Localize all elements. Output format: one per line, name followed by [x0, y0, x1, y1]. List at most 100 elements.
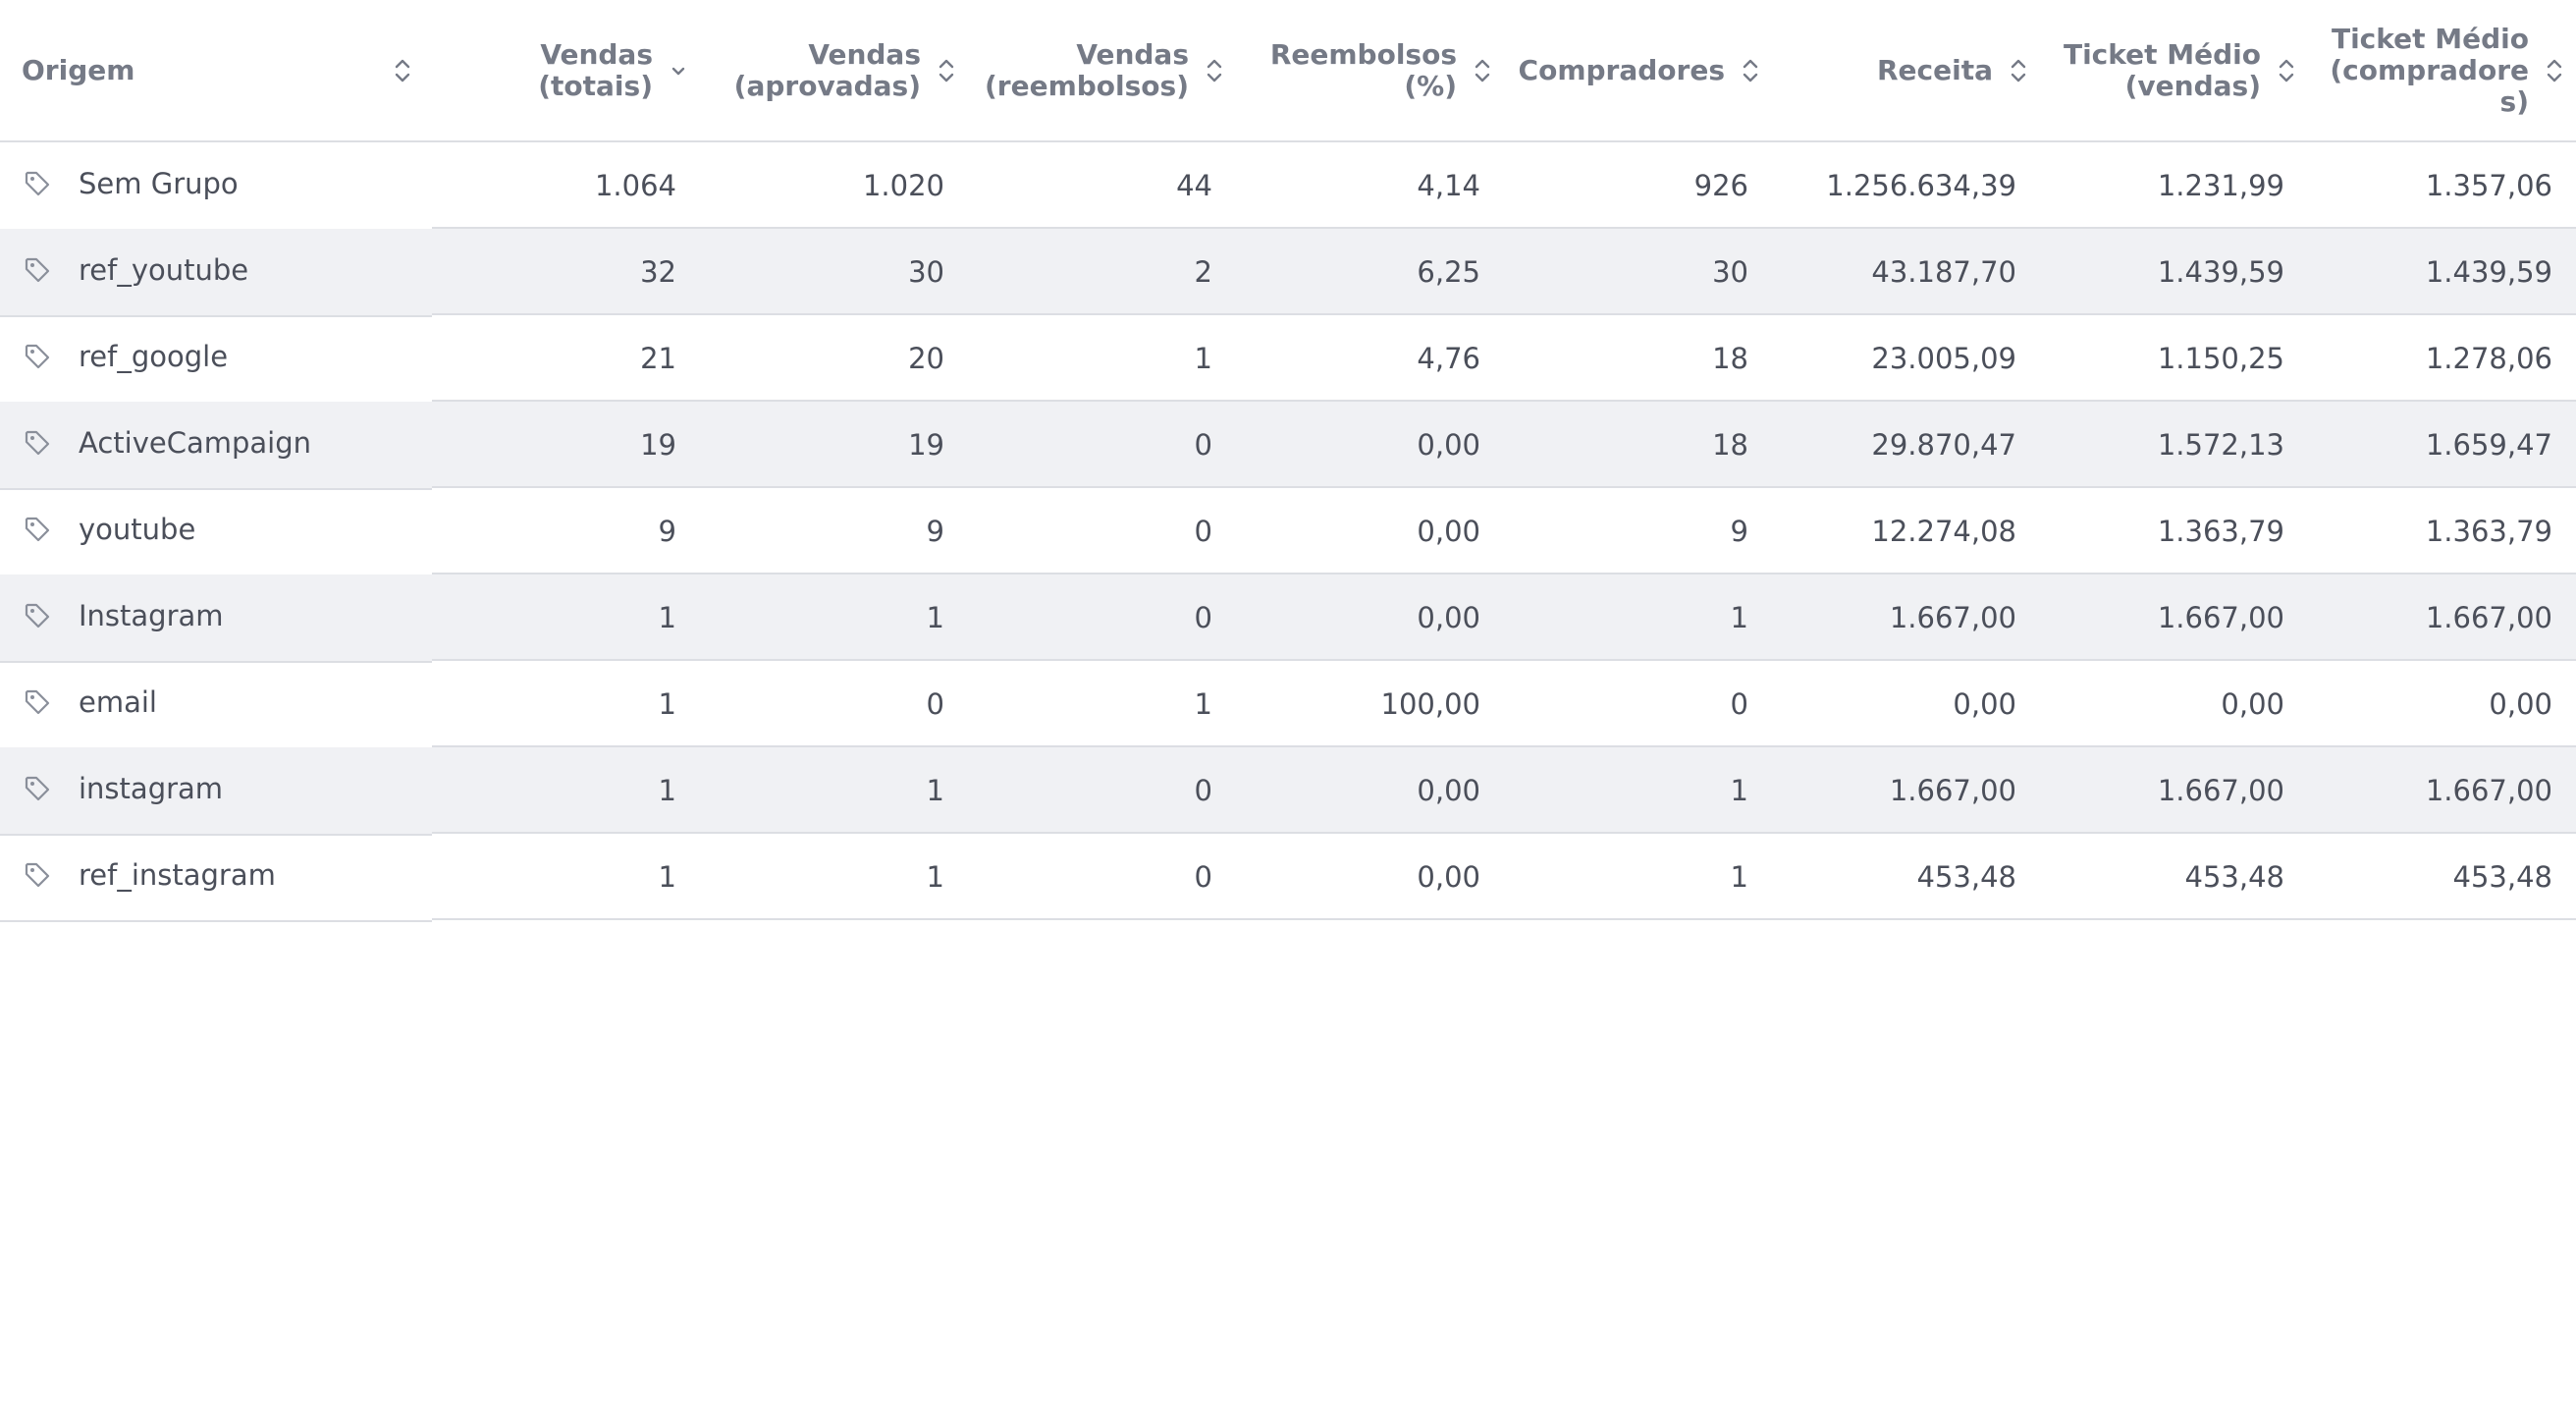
cell-receita: 1.667,00: [1889, 774, 2016, 807]
column-header-reembolsos_pct[interactable]: Reembolsos (%): [1236, 0, 1494, 140]
row-divider: [0, 315, 432, 317]
cell-vendas_totais: 1: [658, 774, 676, 807]
cell-ticket_compradores: 1.667,00: [2425, 601, 2552, 634]
cell-reembolsos_pct: 0,00: [1417, 428, 1480, 462]
cell-ticket_vendas: 1.667,00: [2157, 774, 2284, 807]
origin-name: Sem Grupo: [79, 167, 239, 200]
row-divider: [0, 488, 432, 490]
cell-vendas_aprovadas: 30: [908, 255, 944, 289]
row-divider: [432, 918, 2576, 920]
origin-name: email: [79, 685, 157, 719]
cell-receita: 1.667,00: [1889, 601, 2016, 634]
tag-icon: [22, 168, 53, 199]
table-row[interactable]: instagram 1 1 0 0,00 1 1.667,00 1.667,00 1.667,0…: [0, 745, 2576, 836]
origin-name: ActiveCampaign: [79, 426, 311, 460]
table-row[interactable]: Instagram 1 1 0 0,00 1 1.667,00 1.667,00 1.667,0…: [0, 574, 2576, 663]
cell-reembolsos_pct: 6,25: [1417, 255, 1480, 289]
cell-ticket_vendas: 0,00: [2221, 687, 2284, 721]
cell-vendas_aprovadas: 0: [926, 687, 944, 721]
column-header-label: Reembolsos (%): [1269, 37, 1457, 102]
origin-report-table: Origem Vendas (totais) Vendas (aprovadas) V…: [0, 0, 2576, 922]
table-row[interactable]: Sem Grupo 1.064 1.020 44 4,14 926 1.256.634,39…: [0, 142, 2576, 231]
cell-vendas_totais: 1: [658, 687, 676, 721]
row-divider: [432, 313, 2576, 315]
cell-ticket_compradores: 1.357,06: [2425, 169, 2552, 202]
table-row[interactable]: youtube 9 9 0 0,00 9 12.274,08 1.363,79 1.363,79: [0, 486, 2576, 576]
cell-receita: 453,48: [1916, 860, 2016, 894]
row-divider: [432, 659, 2576, 661]
cell-ticket_vendas: 1.150,25: [2157, 342, 2284, 375]
cell-reembolsos_pct: 0,00: [1417, 515, 1480, 548]
sort-up-down-icon[interactable]: [1739, 55, 1762, 86]
cell-vendas_totais: 21: [640, 342, 676, 375]
column-header-receita[interactable]: Receita: [1772, 0, 2030, 140]
column-header-label: Origem: [22, 53, 135, 86]
cell-reembolsos_pct: 4,14: [1417, 169, 1480, 202]
cell-compradores: 1: [1730, 774, 1748, 807]
origin-name: Instagram: [79, 599, 224, 632]
table-row[interactable]: ref_instagram 1 1 0 0,00 1 453,48 453,48 453,48: [0, 834, 2576, 922]
sort-up-down-icon[interactable]: [2007, 55, 2030, 86]
cell-vendas_totais: 32: [640, 255, 676, 289]
cell-origem: youtube: [0, 486, 432, 573]
cell-ticket_vendas: 1.363,79: [2157, 515, 2284, 548]
sort-up-down-icon[interactable]: [1471, 55, 1494, 86]
origin-name: youtube: [79, 513, 196, 546]
cell-vendas_aprovadas: 1: [926, 860, 944, 894]
table-header: Origem Vendas (totais) Vendas (aprovadas) V…: [0, 0, 2576, 142]
cell-vendas_reembolsos: 44: [1176, 169, 1212, 202]
cell-vendas_reembolsos: 1: [1194, 687, 1212, 721]
cell-reembolsos_pct: 0,00: [1417, 601, 1480, 634]
cell-receita: 43.187,70: [1871, 255, 2016, 289]
origin-name: ref_instagram: [79, 858, 276, 892]
cell-vendas_aprovadas: 19: [908, 428, 944, 462]
cell-ticket_vendas: 1.667,00: [2157, 601, 2284, 634]
cell-vendas_reembolsos: 2: [1194, 255, 1212, 289]
tag-icon: [22, 254, 53, 286]
column-header-origem[interactable]: Origem: [22, 0, 414, 140]
column-header-vendas_reembolsos[interactable]: Vendas (reembolsos): [968, 0, 1226, 140]
table-row[interactable]: ActiveCampaign 19 19 0 0,00 18 29.870,47 1.572,…: [0, 400, 2576, 490]
cell-reembolsos_pct: 100,00: [1380, 687, 1480, 721]
cell-vendas_aprovadas: 20: [908, 342, 944, 375]
sort-up-down-icon[interactable]: [391, 55, 414, 86]
table-row[interactable]: email 1 0 1 100,00 0 0,00 0,00 0,00: [0, 661, 2576, 749]
column-header-label: Receita: [1876, 53, 1993, 86]
row-divider: [432, 400, 2576, 402]
cell-origem: ActiveCampaign: [0, 400, 432, 486]
cell-origem: ref_youtube: [0, 227, 432, 313]
row-divider: [0, 834, 432, 836]
column-header-vendas_totais[interactable]: Vendas (totais): [432, 0, 690, 140]
row-divider: [432, 573, 2576, 574]
column-header-label: Ticket Médio (vendas): [2063, 37, 2261, 102]
cell-compradores: 1: [1730, 860, 1748, 894]
column-header-ticket_compradores[interactable]: Ticket Médio (compradore s): [2308, 0, 2566, 140]
cell-receita: 1.256.634,39: [1826, 169, 2016, 202]
column-header-vendas_aprovadas[interactable]: Vendas (aprovadas): [700, 0, 958, 140]
row-divider: [432, 486, 2576, 488]
row-divider: [432, 832, 2576, 834]
cell-receita: 29.870,47: [1871, 428, 2016, 462]
sort-up-down-icon[interactable]: [935, 55, 958, 86]
sort-up-down-icon[interactable]: [2543, 55, 2566, 86]
cell-vendas_reembolsos: 0: [1194, 428, 1212, 462]
table-row[interactable]: ref_google 21 20 1 4,76 18 23.005,09 1.150,25 1.…: [0, 315, 2576, 404]
cell-vendas_reembolsos: 0: [1194, 860, 1212, 894]
sort-up-down-icon[interactable]: [2275, 55, 2298, 86]
cell-ticket_vendas: 453,48: [2184, 860, 2284, 894]
cell-origem: instagram: [0, 745, 432, 832]
cell-vendas_reembolsos: 0: [1194, 601, 1212, 634]
tag-icon: [22, 773, 53, 804]
cell-ticket_vendas: 1.572,13: [2157, 428, 2284, 462]
cell-compradores: 30: [1712, 255, 1748, 289]
sort-up-down-icon[interactable]: [1203, 55, 1226, 86]
cell-receita: 0,00: [1953, 687, 2016, 721]
cell-vendas_aprovadas: 1: [926, 601, 944, 634]
tag-icon: [22, 600, 53, 631]
chevron-down-icon[interactable]: [667, 55, 690, 86]
cell-compradores: 18: [1712, 342, 1748, 375]
column-header-compradores[interactable]: Compradores: [1504, 0, 1762, 140]
table-row[interactable]: ref_youtube 32 30 2 6,25 30 43.187,70 1.439,59 1…: [0, 227, 2576, 317]
cell-ticket_compradores: 1.667,00: [2425, 774, 2552, 807]
column-header-ticket_vendas[interactable]: Ticket Médio (vendas): [2040, 0, 2298, 140]
